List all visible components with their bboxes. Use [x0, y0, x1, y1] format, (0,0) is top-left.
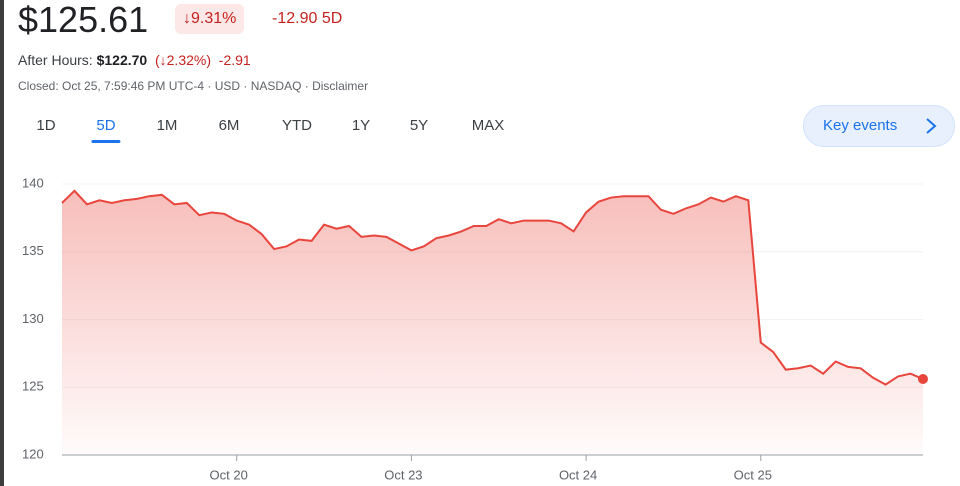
- x-tick-label: Oct 25: [734, 467, 772, 482]
- last-point: [918, 373, 928, 384]
- y-tick-label: 125: [22, 379, 44, 394]
- range-tab[interactable]: 6M: [218, 117, 240, 134]
- area-fill: [62, 190, 923, 455]
- after-hours-label: After Hours:: [18, 52, 93, 68]
- price-line: [61, 189, 924, 386]
- change: -12.90 5D: [272, 10, 343, 27]
- range-tab[interactable]: 1D: [36, 117, 56, 134]
- after-hours: After Hours: $122.70 (↓2.32%) -2.91: [18, 52, 251, 68]
- price: $125.61: [18, 0, 149, 40]
- range-tab[interactable]: 1M: [156, 117, 178, 134]
- x-tick-label: Oct 24: [559, 467, 597, 482]
- range-tab[interactable]: 5D: [91, 117, 121, 143]
- y-tick-label: 135: [22, 243, 44, 258]
- key-events-label: Key events: [823, 117, 898, 134]
- chart: 140 135 130 125 120 Oct 20 Oct 23 Oct 24 Oct 25: [22, 175, 928, 482]
- after-hours-price: $122.70: [96, 52, 148, 68]
- x-tick-label: Oct 20: [210, 467, 248, 482]
- key-events-button[interactable]: Key events: [803, 105, 955, 147]
- range-tab[interactable]: MAX: [471, 117, 505, 134]
- x-tick-label: Oct 23: [384, 467, 422, 482]
- chevron-icon: [926, 118, 937, 134]
- y-tick-label: 130: [22, 311, 44, 326]
- window-edge: [0, 0, 4, 486]
- after-hours-percent: (↓2.32%): [154, 52, 212, 68]
- range-tab[interactable]: YTD: [282, 117, 312, 134]
- status: Closed: Oct 25, 7:59:46 PM UTC-4 · USD ·…: [18, 79, 369, 93]
- y-tick-label: 120: [22, 446, 44, 461]
- range-tab[interactable]: 1Y: [351, 117, 371, 134]
- range-tab[interactable]: 5Y: [409, 117, 429, 134]
- change-percent: ↓9.31%: [175, 4, 245, 34]
- after-hours-change: -2.91: [218, 52, 251, 68]
- y-tick-label: 140: [22, 175, 44, 190]
